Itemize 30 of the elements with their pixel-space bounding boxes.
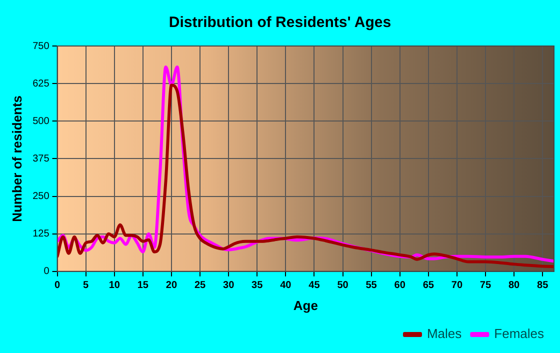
chart-title: Distribution of Residents' Ages <box>168 14 392 32</box>
y-tick-label: 750 <box>32 40 50 52</box>
x-tick-label: 85 <box>537 280 549 292</box>
x-tick-label: 15 <box>137 280 149 292</box>
x-tick-label: 20 <box>166 280 178 292</box>
x-tick-label: 60 <box>394 280 406 292</box>
x-axis-title: Age <box>293 298 318 313</box>
x-tick-label: 35 <box>252 280 264 292</box>
x-tick-label: 75 <box>480 280 492 292</box>
x-tick-label: 80 <box>508 280 520 292</box>
x-tick-label: 5 <box>83 280 90 292</box>
x-tick-label: 10 <box>108 280 120 292</box>
x-tick-label: 45 <box>308 280 320 292</box>
y-axis-title: Number of residents <box>9 95 24 222</box>
x-tick-label: 70 <box>451 280 463 292</box>
x-tick-label: 55 <box>366 280 378 292</box>
y-tick-label: 125 <box>32 228 50 240</box>
y-tick-label: 500 <box>32 116 50 127</box>
x-tick-label: 30 <box>223 280 235 292</box>
x-tick-label: 50 <box>337 280 349 292</box>
x-tick-label: 25 <box>194 280 206 292</box>
legend-label: Females <box>494 326 544 342</box>
legend-label: Males <box>426 326 462 342</box>
x-tick-label: 0 <box>54 280 61 292</box>
x-tick-label: 40 <box>280 280 292 292</box>
y-tick-label: 0 <box>44 266 50 278</box>
x-tick-label: 65 <box>422 280 434 292</box>
y-tick-label: 375 <box>32 153 50 164</box>
y-tick-label: 625 <box>32 78 50 90</box>
y-tick-label: 250 <box>32 191 50 202</box>
